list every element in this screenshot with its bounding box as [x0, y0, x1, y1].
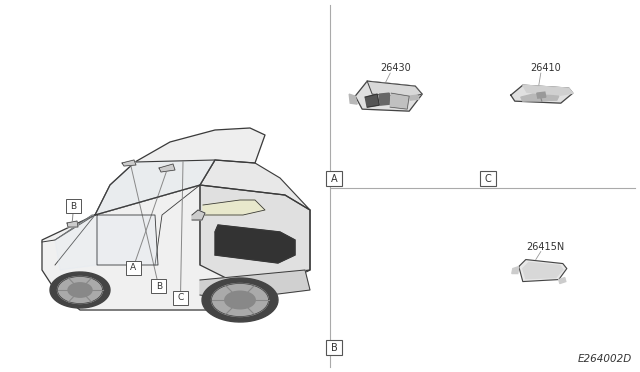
Polygon shape: [95, 128, 265, 215]
Polygon shape: [202, 278, 278, 322]
Text: C: C: [177, 293, 184, 302]
Polygon shape: [200, 185, 310, 280]
Polygon shape: [68, 283, 92, 297]
Polygon shape: [192, 210, 205, 220]
FancyBboxPatch shape: [173, 291, 188, 305]
Polygon shape: [55, 215, 97, 270]
Polygon shape: [203, 200, 265, 215]
Polygon shape: [42, 185, 310, 310]
Polygon shape: [390, 93, 409, 109]
FancyBboxPatch shape: [480, 171, 496, 186]
Polygon shape: [95, 160, 215, 215]
Text: 26430: 26430: [380, 63, 411, 73]
Polygon shape: [58, 276, 102, 304]
Polygon shape: [365, 94, 379, 107]
Text: 26415N: 26415N: [527, 241, 565, 251]
Polygon shape: [511, 85, 573, 103]
Polygon shape: [67, 221, 78, 227]
Polygon shape: [349, 94, 357, 104]
Text: B: B: [156, 282, 162, 291]
Text: C: C: [484, 174, 491, 183]
FancyBboxPatch shape: [326, 340, 342, 355]
Polygon shape: [379, 93, 390, 105]
FancyBboxPatch shape: [151, 279, 166, 294]
Text: A: A: [130, 263, 136, 272]
Text: B: B: [70, 202, 77, 211]
Polygon shape: [200, 160, 310, 210]
Polygon shape: [97, 215, 158, 265]
Polygon shape: [409, 95, 419, 100]
Polygon shape: [367, 81, 422, 97]
Text: 26410: 26410: [531, 63, 561, 73]
FancyBboxPatch shape: [326, 171, 342, 186]
FancyBboxPatch shape: [125, 261, 141, 275]
Text: B: B: [331, 343, 337, 353]
Polygon shape: [521, 94, 559, 101]
Polygon shape: [200, 270, 310, 300]
Polygon shape: [50, 272, 110, 308]
Polygon shape: [559, 278, 566, 283]
Polygon shape: [159, 164, 175, 172]
Text: E264002D: E264002D: [578, 354, 632, 364]
Text: A: A: [331, 174, 337, 183]
Polygon shape: [512, 267, 519, 273]
Polygon shape: [355, 81, 422, 111]
Polygon shape: [212, 283, 269, 317]
Polygon shape: [537, 92, 546, 98]
Polygon shape: [523, 263, 563, 279]
Polygon shape: [215, 225, 295, 263]
Polygon shape: [523, 85, 573, 95]
Polygon shape: [122, 160, 136, 166]
FancyBboxPatch shape: [66, 199, 81, 214]
Polygon shape: [225, 291, 255, 309]
Polygon shape: [519, 260, 567, 282]
